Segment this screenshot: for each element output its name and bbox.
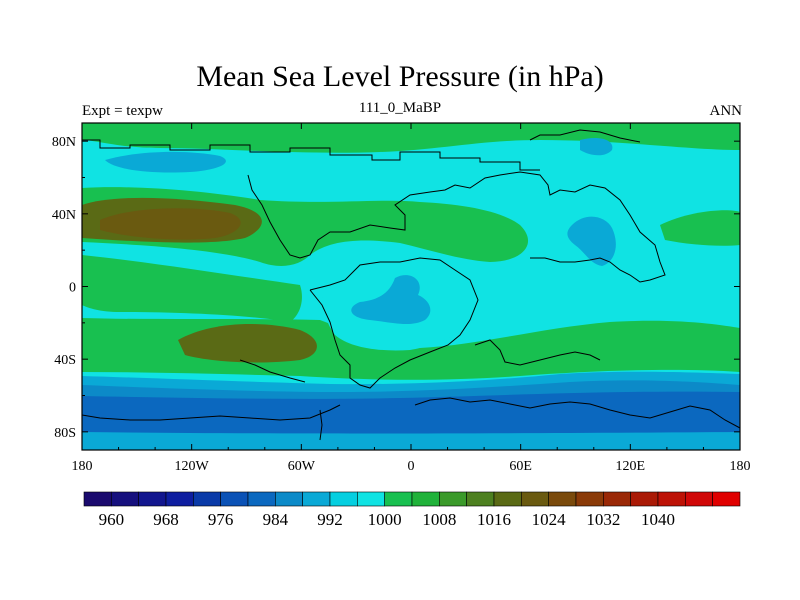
colorbar-label: 960 [99, 510, 125, 529]
x-tick-label: 180 [730, 459, 751, 474]
colorbar: 960 968 976 984 992 1000 1008 1016 1024 1032 1040 [83, 491, 741, 529]
y-axis: 80N 40N 0 40S 80S [52, 135, 740, 441]
coastline-north-continents [247, 171, 666, 283]
experiment-label: Expt = texpw [82, 103, 163, 119]
colorbar-swatch [630, 491, 659, 507]
colorbar-label: 1024 [532, 510, 567, 529]
colorbar-label: 976 [208, 510, 234, 529]
colorbar-swatch [247, 491, 276, 507]
colorbar-swatch [275, 491, 303, 507]
colorbar-swatch [521, 491, 549, 507]
coastline-peninsula [319, 409, 323, 441]
field-arctic-low [580, 138, 613, 156]
x-tick-label: 60E [509, 459, 532, 474]
x-axis: 180 120W 60W 0 60E 120E 180 [72, 123, 751, 474]
colorbar-label: 1000 [368, 510, 402, 529]
colorbar-swatch [384, 491, 413, 507]
colorbar-swatch [493, 491, 522, 507]
field-south-pacific-high [178, 324, 317, 363]
x-tick-label: 180 [72, 459, 93, 474]
field-central-low-core [351, 275, 431, 325]
coastline-south-america-tip [239, 359, 306, 383]
colorbar-swatch [329, 491, 358, 507]
x-tick-label: 0 [408, 459, 415, 474]
colorbar-label: 984 [263, 510, 289, 529]
field-antarctic-band [82, 432, 740, 450]
field-pacific-green [660, 210, 740, 246]
coastline-africa-block [309, 257, 479, 389]
colorbar-swatch [193, 491, 221, 507]
colorbar-swatch [165, 491, 194, 507]
colorbar-swatch [603, 491, 631, 507]
colorbar-swatch [138, 491, 167, 507]
y-tick-label: 80N [52, 135, 76, 150]
coastline-arctic-east [529, 129, 641, 143]
chart-title: Mean Sea Level Pressure (in hPa) [196, 60, 604, 93]
colorbar-swatch [220, 491, 249, 507]
colorbar-swatch [302, 491, 331, 507]
field-asian-low [567, 216, 616, 266]
colorbar-label: 1032 [586, 510, 620, 529]
colorbar-label: 992 [317, 510, 343, 529]
coastlines [82, 129, 740, 441]
coastline-india-block [474, 339, 601, 366]
coastline-arctic [82, 139, 540, 171]
colorbar-label: 968 [153, 510, 179, 529]
colorbar-swatch [685, 491, 713, 507]
y-tick-label: 80S [54, 426, 76, 441]
x-tick-label: 120W [175, 459, 210, 474]
coastline-antarctica [414, 397, 740, 429]
field-aleutian-low [105, 151, 226, 173]
season-label: ANN [709, 103, 743, 119]
colorbar-swatch [357, 491, 385, 507]
pressure-field [82, 123, 740, 450]
colorbar-swatch [548, 491, 577, 507]
colorbar-swatch [411, 491, 440, 507]
y-tick-label: 0 [69, 281, 76, 296]
field-azores-high-core [100, 208, 241, 240]
field-tropical-green-west [82, 255, 302, 322]
x-tick-label: 120E [616, 459, 646, 474]
y-tick-label: 40N [52, 208, 76, 223]
colorbar-swatch [111, 491, 139, 507]
colorbar-swatch [439, 491, 467, 507]
x-tick-label: 60W [288, 459, 316, 474]
colorbar-swatch [83, 491, 112, 507]
time-label: 111_0_MaBP [358, 100, 442, 116]
colorbar-label: 1016 [477, 510, 511, 529]
colorbar-swatch [466, 491, 495, 507]
colorbar-label: 1040 [641, 510, 675, 529]
y-tick-label: 40S [54, 353, 76, 368]
colorbar-swatch [712, 491, 741, 507]
colorbar-swatch [575, 491, 604, 507]
coastline-antarctica-west [82, 404, 341, 421]
colorbar-swatch [657, 491, 686, 507]
colorbar-label: 1008 [422, 510, 456, 529]
